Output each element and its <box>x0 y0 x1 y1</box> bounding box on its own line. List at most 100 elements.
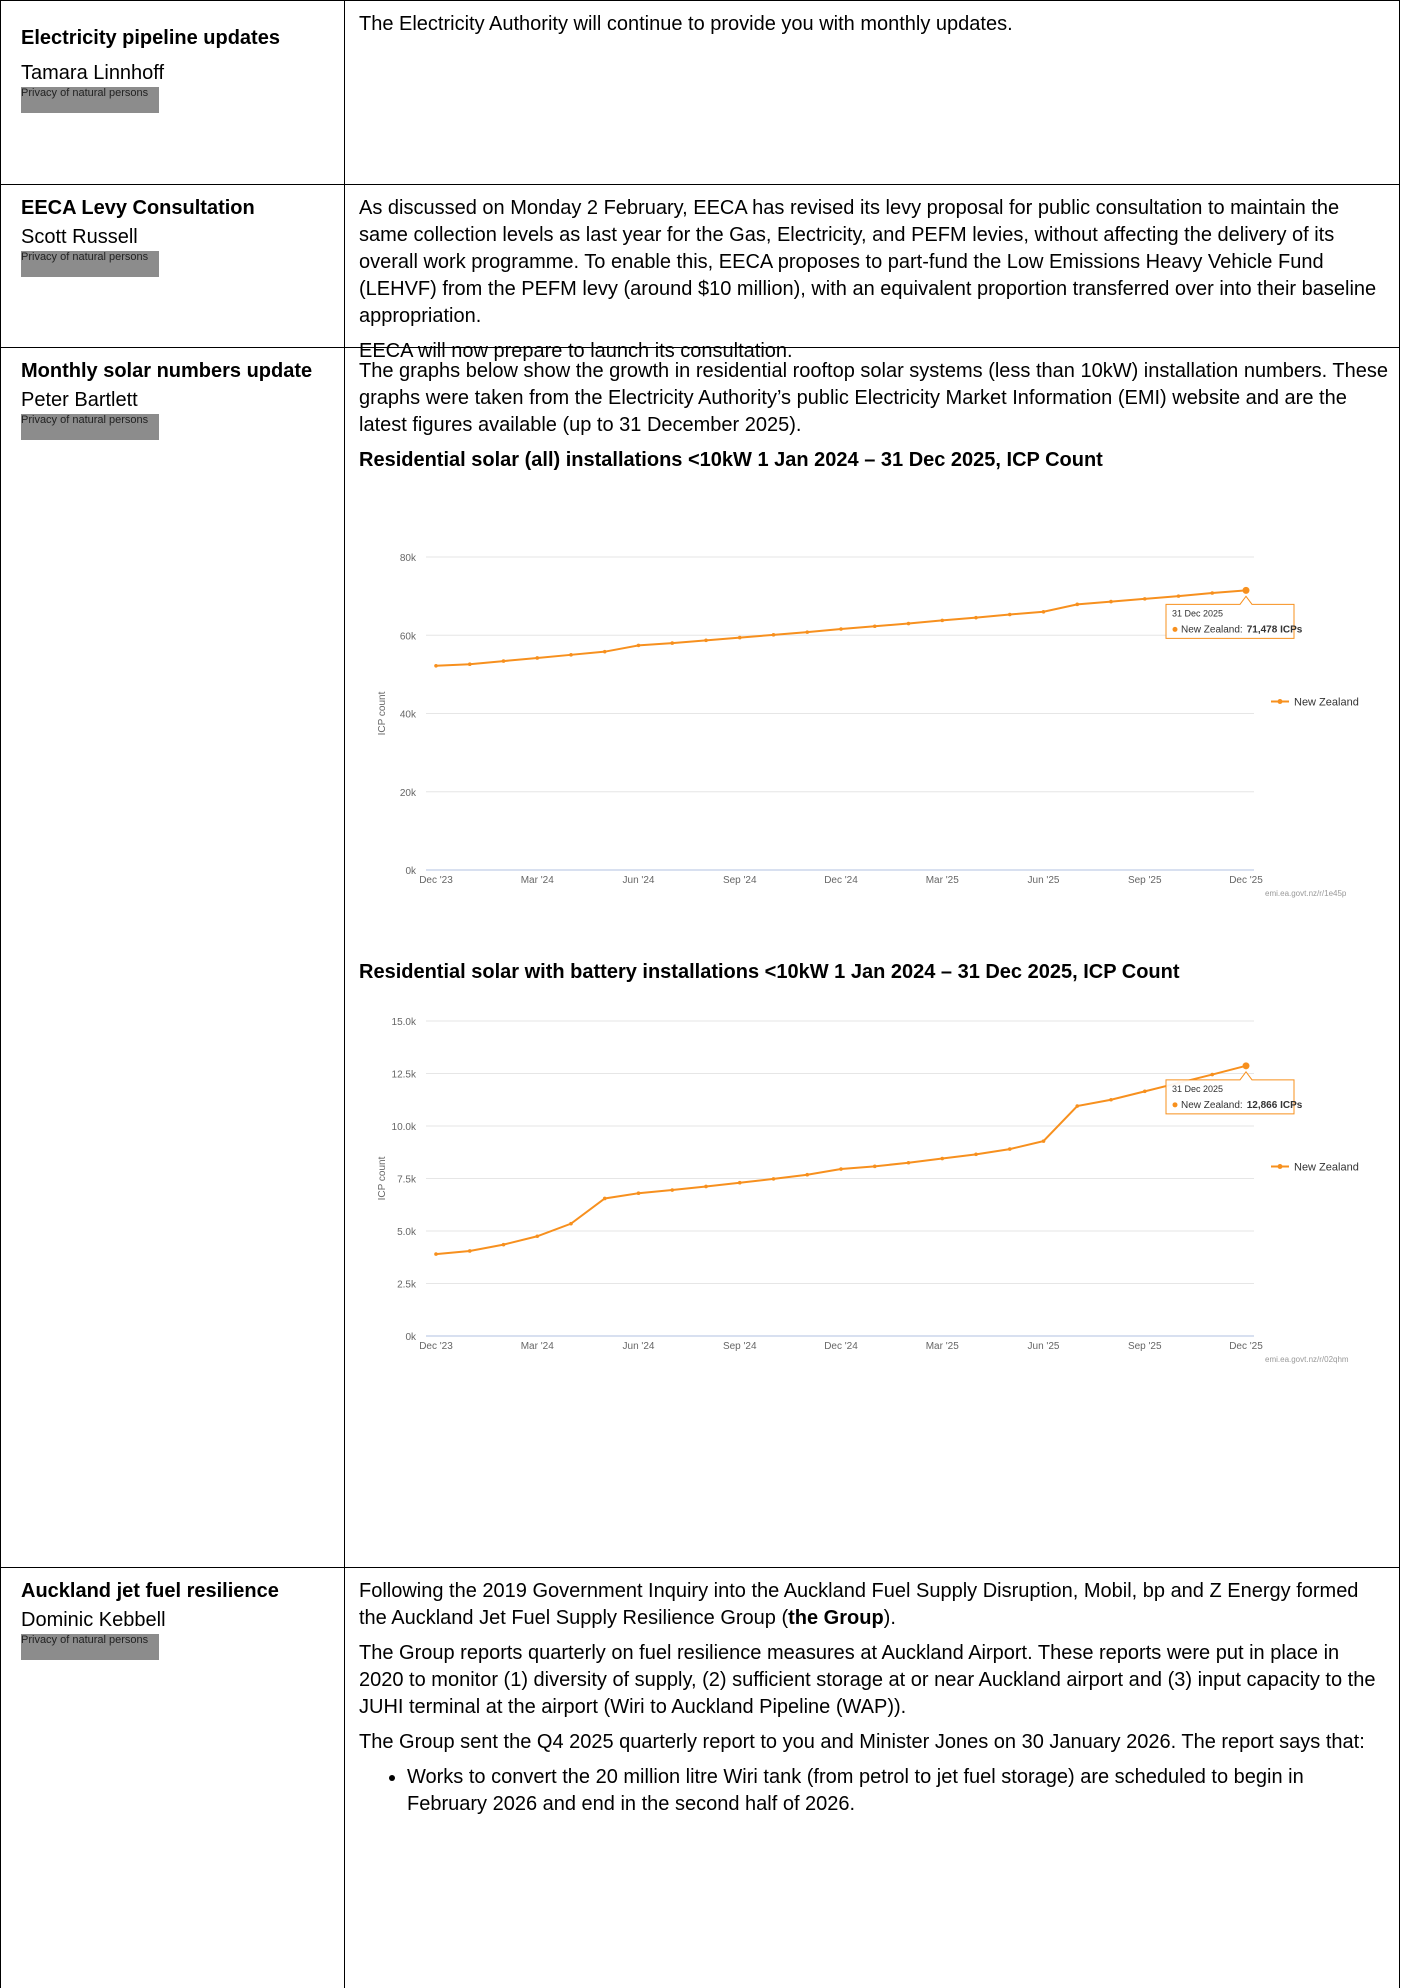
y-axis-title: ICP count <box>377 1156 388 1200</box>
y-tick-label: 15.0k <box>392 1017 417 1028</box>
x-tick-label: Mar '24 <box>521 875 554 886</box>
legend-marker <box>1277 1164 1283 1169</box>
legend-label: New Zealand <box>1294 697 1359 709</box>
y-tick-label: 5.0k <box>397 1227 417 1238</box>
bold-text: the Group <box>788 1607 884 1629</box>
point <box>737 635 742 640</box>
point <box>872 624 877 629</box>
text: Following the 2019 Government Inquiry in… <box>359 1580 1359 1629</box>
x-tick-label: Mar '25 <box>926 875 959 886</box>
point <box>501 659 506 663</box>
chart-heading: Residential solar with battery installat… <box>359 961 1180 983</box>
topic: Monthly solar numbers update <box>21 360 313 382</box>
left-cell: Electricity pipeline updates Tamara Linn… <box>1 1 345 184</box>
paragraph: The graphs below show the growth in resi… <box>359 360 1389 436</box>
bullet-list: Works to convert the 20 million litre Wi… <box>359 1764 1385 1818</box>
paragraph: EECA will now prepare to launch its cons… <box>359 340 793 362</box>
point <box>1041 1139 1046 1143</box>
tooltip-series: New Zealand: <box>1181 624 1243 635</box>
point <box>839 627 843 631</box>
point <box>906 621 911 626</box>
table-row: Auckland jet fuel resilience Dominic Keb… <box>1 1568 1399 1988</box>
right-cell: The graphs below show the growth in resi… <box>345 348 1402 1567</box>
chart: 0k 2.5k 5.0k 7.5k 10.0k 12.5k 15.0k Dec '23 Mar … <box>377 1017 1359 1364</box>
tooltip-series: New Zealand: <box>1181 1100 1243 1111</box>
y-tick-label: 40k <box>400 710 417 721</box>
x-tick-label: Dec '24 <box>824 875 858 886</box>
x-tick-label: Sep '25 <box>1128 1341 1162 1352</box>
point <box>906 1160 911 1165</box>
tooltip-text: New Zealand: 71,478 ICPs <box>1181 624 1303 635</box>
point <box>569 653 573 657</box>
point <box>771 633 776 637</box>
point <box>704 1184 708 1189</box>
point <box>805 1172 810 1177</box>
bullet: Works to convert the 20 million litre Wi… <box>407 1764 1385 1818</box>
point <box>434 1252 438 1256</box>
person: Peter Bartlett <box>21 389 138 411</box>
y-tick-label: 2.5k <box>397 1280 417 1291</box>
point <box>569 1221 573 1226</box>
tooltip-date: 31 Dec 2025 <box>1172 608 1223 618</box>
y-tick-label: 0k <box>405 866 417 877</box>
point <box>1041 609 1046 614</box>
paragraph: The Electricity Authority will continue … <box>359 13 1013 35</box>
right-cell: Following the 2019 Government Inquiry in… <box>345 1568 1399 1988</box>
x-tick-label: Jun '24 <box>623 875 655 886</box>
point <box>737 1180 742 1185</box>
point <box>1210 1072 1215 1077</box>
right-cell: The Electricity Authority will continue … <box>345 1 1399 184</box>
topic: Electricity pipeline updates <box>21 27 280 49</box>
x-tick-label: Dec '25 <box>1229 1341 1263 1352</box>
point <box>872 1164 877 1169</box>
table-row: Monthly solar numbers update Peter Bartl… <box>1 348 1399 1568</box>
y-tick-label: 12.5k <box>392 1070 417 1081</box>
chart: 0k 20k 40k 60k 80k Dec '23 Mar '24 Jun '24 Sep '… <box>377 553 1359 898</box>
tooltip-text: New Zealand: 12,866 ICPs <box>1181 1100 1303 1111</box>
point <box>1210 591 1215 595</box>
table-row: Electricity pipeline updates Tamara Linn… <box>1 1 1399 185</box>
x-tick-label: Mar '25 <box>926 1341 959 1352</box>
paragraph: The Group sent the Q4 2025 quarterly rep… <box>359 1731 1365 1753</box>
y-tick-label: 10.0k <box>392 1122 417 1133</box>
point <box>805 630 810 634</box>
point <box>467 1249 472 1253</box>
point <box>1109 1097 1113 1102</box>
table-row: EECA Levy Consultation Scott Russell Pri… <box>1 185 1399 362</box>
point <box>1176 594 1181 598</box>
point <box>636 643 641 648</box>
point <box>1242 1062 1250 1070</box>
right-cell: As discussed on Monday 2 February, EECA … <box>345 185 1399 362</box>
tooltip: 31 Dec 2025 New Zealand: 71,478 ICPs <box>1165 595 1303 639</box>
point <box>670 641 675 645</box>
y-tick-label: 20k <box>400 788 417 799</box>
tooltip-marker <box>1172 1102 1178 1108</box>
point <box>704 638 708 643</box>
redaction: Privacy of natural persons <box>21 414 159 440</box>
x-tick-label: Mar '24 <box>521 1341 554 1352</box>
left-cell: Monthly solar numbers update Peter Bartl… <box>1 348 345 1567</box>
x-tick-label: Jun '25 <box>1028 1341 1060 1352</box>
topic: EECA Levy Consultation <box>21 197 255 219</box>
tooltip-value: 12,866 ICPs <box>1247 1100 1303 1111</box>
person: Tamara Linnhoff <box>21 62 165 84</box>
point <box>602 1196 607 1201</box>
paragraph: The Group reports quarterly on fuel resi… <box>359 1642 1376 1718</box>
point <box>467 662 472 667</box>
point <box>1075 602 1080 607</box>
x-tick-label: Sep '24 <box>723 875 757 886</box>
text: ). <box>883 1607 896 1629</box>
point <box>839 1167 843 1171</box>
tooltip-value: 71,478 ICPs <box>1247 624 1303 635</box>
point <box>1142 597 1147 601</box>
redaction: Privacy of natural persons <box>21 1634 159 1660</box>
point <box>602 649 607 654</box>
tooltip: 31 Dec 2025 New Zealand: 12,866 ICPs <box>1165 1070 1303 1115</box>
person: Dominic Kebbell <box>21 1609 166 1631</box>
point <box>974 615 978 620</box>
source: emi.ea.govt.nz/r/1e45p <box>1265 889 1347 898</box>
point <box>1242 586 1250 594</box>
y-tick-label: 0k <box>405 1332 417 1343</box>
y-tick-label: 80k <box>400 553 417 564</box>
